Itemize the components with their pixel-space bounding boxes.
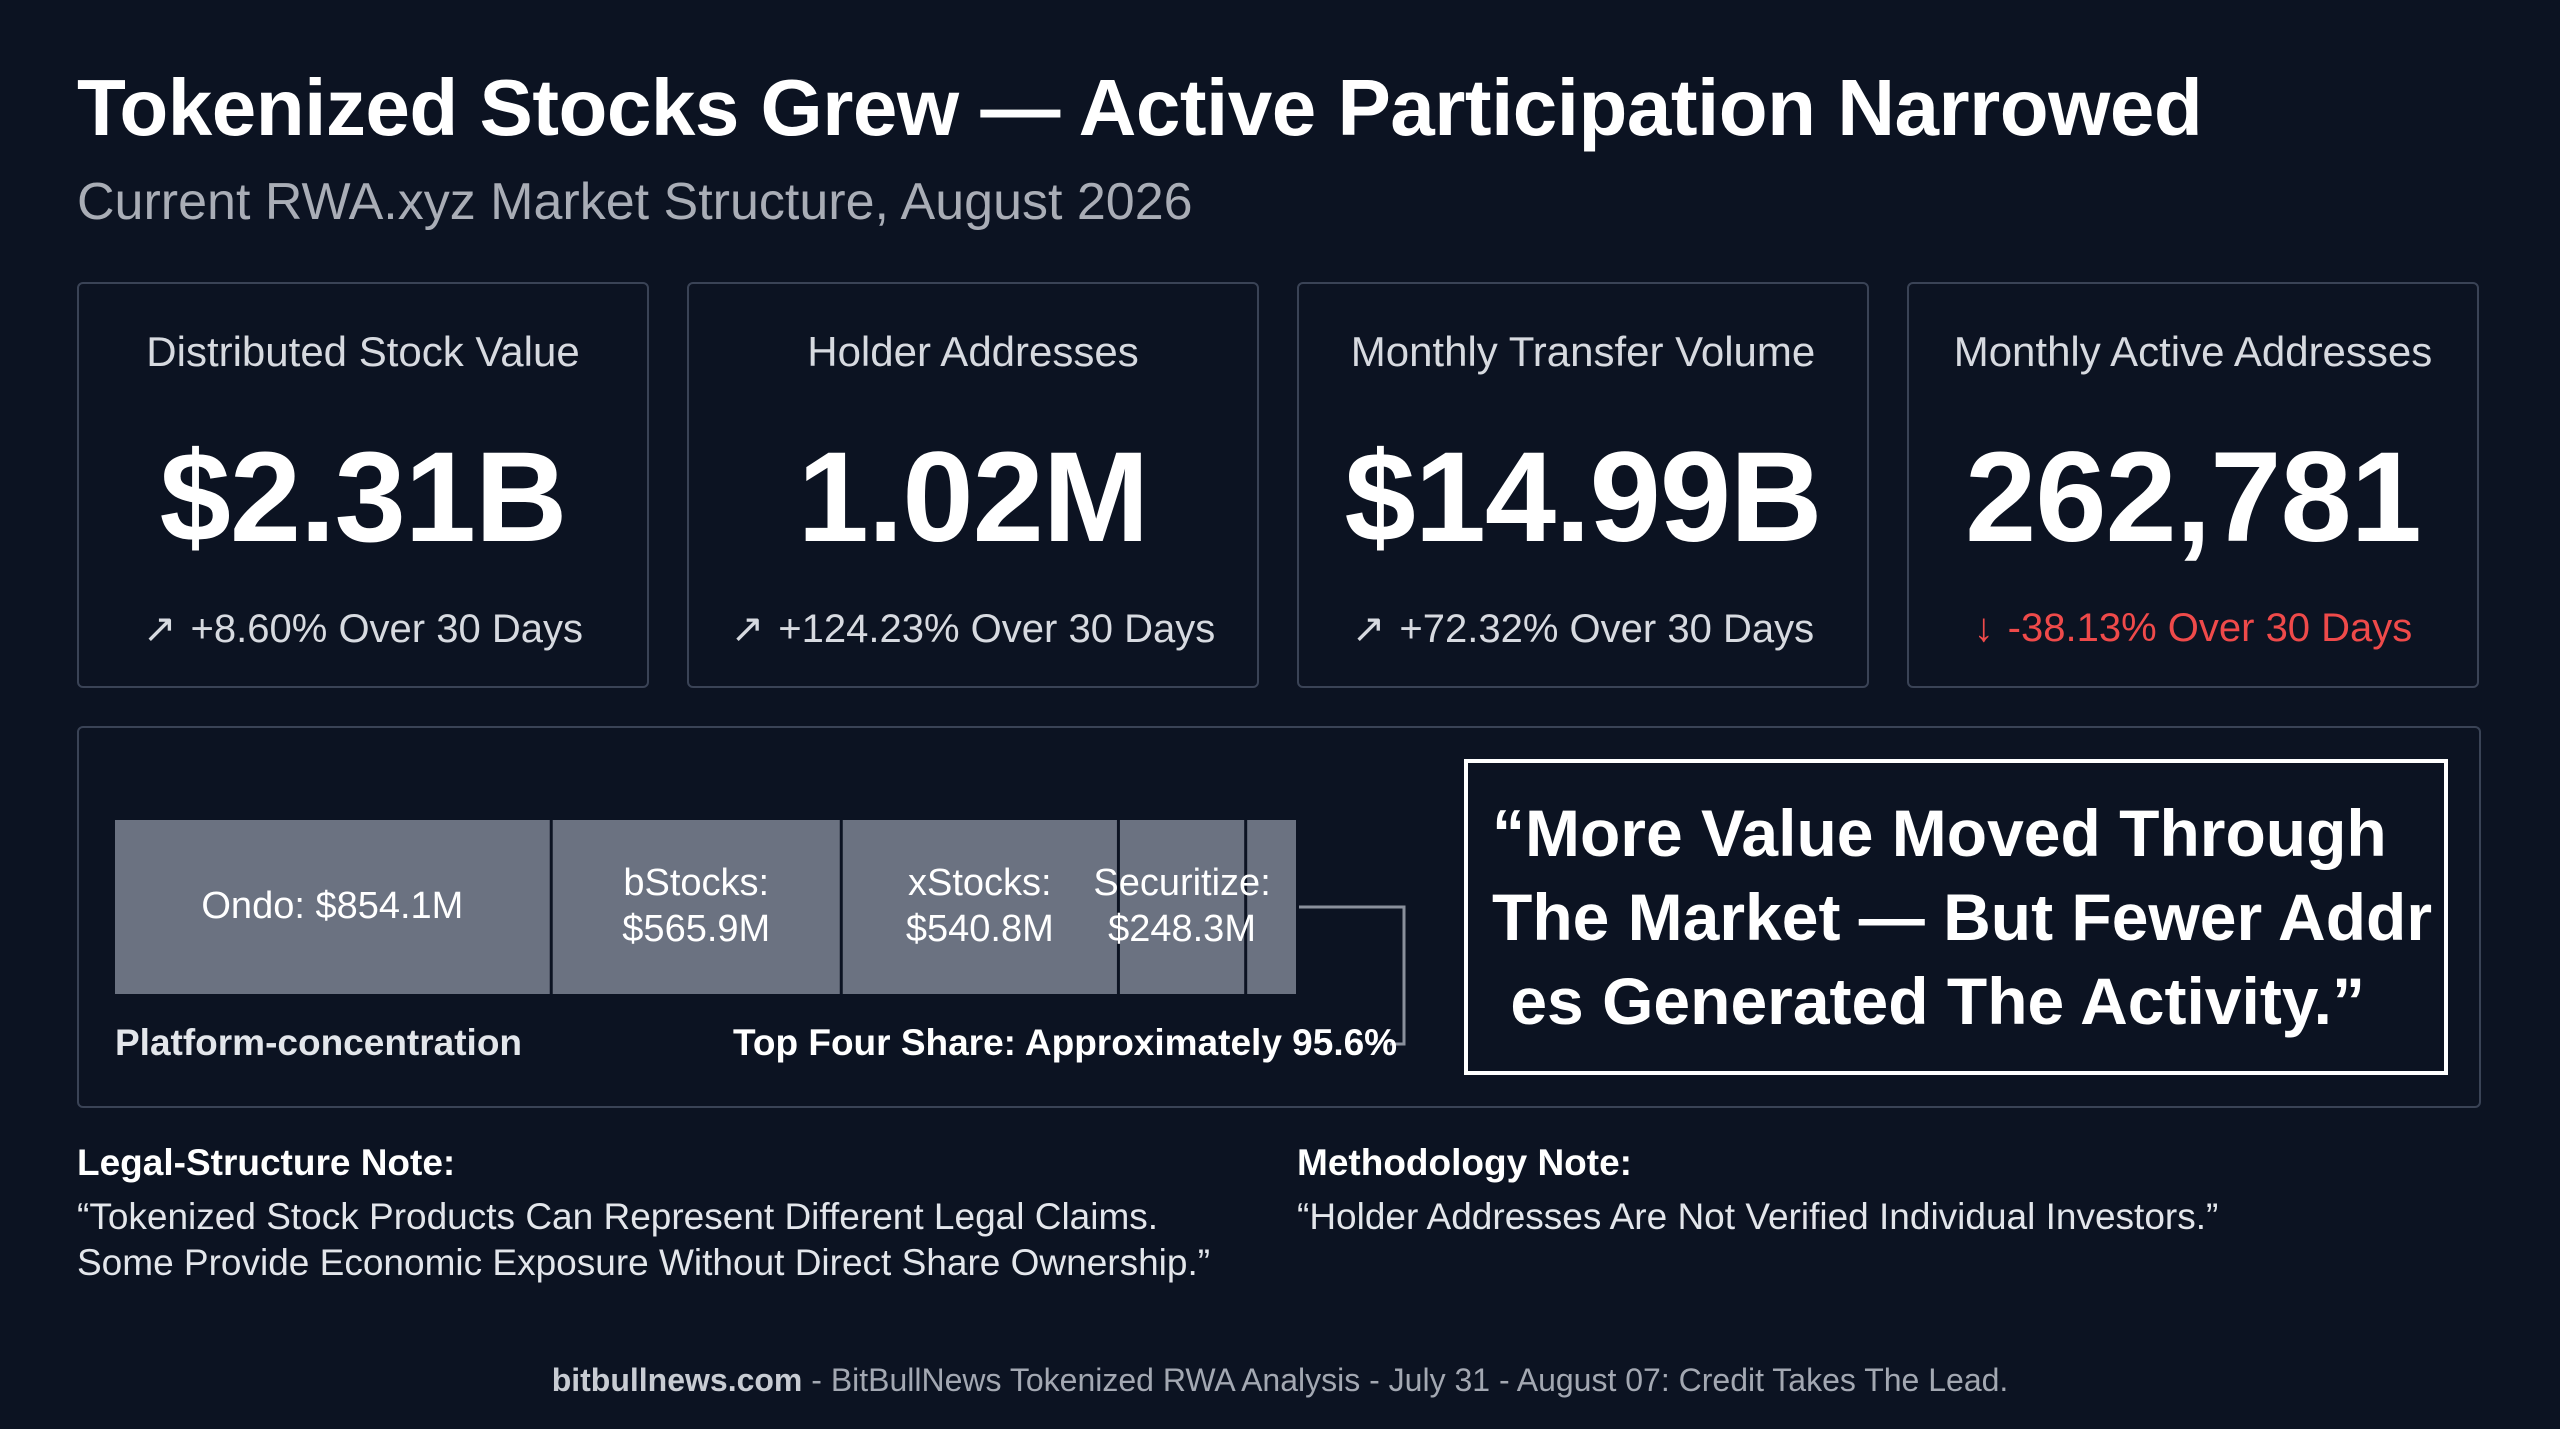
metric-change-text: +124.23% Over 30 Days (778, 607, 1216, 651)
concentration-panel (77, 726, 2481, 1108)
page-subtitle: Current RWA.xyz Market Structure, August… (77, 173, 1193, 231)
bar-segment-other (1247, 820, 1296, 994)
metric-change: ↗ +8.60% Over 30 Days (79, 606, 647, 652)
metric-card-holder-addresses: Holder Addresses 1.02M ↗ +124.23% Over 30… (687, 282, 1259, 688)
footer: bitbullnews.com - BitBullNews Tokenized … (0, 1362, 2560, 1399)
methodology-note-body: “Holder Addresses Are Not Verified Indiv… (1297, 1196, 2219, 1237)
quote-box: “More Value Moved Through The Market — B… (1464, 759, 2448, 1075)
segment-label-bstocks: bStocks: $565.9M (622, 862, 771, 950)
legal-note-body: “Tokenized Stock Products Can Represent … (77, 1196, 1211, 1283)
bracket-connector (1299, 905, 1406, 1046)
footer-text: - BitBullNews Tokenized RWA Analysis - J… (802, 1362, 2009, 1398)
trend-up-arrow-icon: ↗ (143, 607, 177, 651)
metric-label: Holder Addresses (807, 328, 1139, 375)
segment-label-securitize: Securitize: $248.3M (1093, 862, 1271, 950)
metric-card-monthly-transfer-volume: Monthly Transfer Volume $14.99B ↗ +72.32%… (1297, 282, 1869, 688)
metric-value: 1.02M (797, 426, 1150, 569)
bar-segment-xstocks (842, 820, 1117, 994)
bar-segment-ondo (115, 820, 550, 994)
metric-label: Distributed Stock Value (146, 328, 580, 375)
segment-label-xstocks: xStocks: $540.8M (905, 862, 1054, 950)
footer-site: bitbullnews.com (551, 1362, 803, 1398)
quote-text: “More Value Moved Through The Market — B… (1492, 796, 2433, 1038)
metric-change-text: -38.13% Over 30 Days (2007, 606, 2413, 650)
chart-caption-right: Top Four Share: Approximately 95.6% (733, 1022, 1398, 1063)
trend-up-arrow-icon: ↗ (1351, 607, 1386, 651)
chart-caption-left: Platform-concentration (115, 1022, 523, 1063)
metric-change-text: +8.60% Over 30 Days (190, 607, 583, 651)
metric-value: $14.99B (1344, 426, 1823, 569)
metric-label: Monthly Transfer Volume (1350, 328, 1816, 375)
metric-change: ↗ +124.23% Over 30 Days (689, 606, 1257, 652)
bar-segment-bstocks (552, 820, 840, 994)
page-title: Tokenized Stocks Grew — Active Participa… (77, 63, 2203, 152)
bar-segment-securitize (1119, 820, 1245, 994)
metric-value: $2.31B (159, 426, 568, 569)
metric-card-distributed-stock-value: Distributed Stock Value $2.31B ↗ +8.60% O… (77, 282, 649, 688)
legal-note-heading: Legal-Structure Note: (77, 1142, 456, 1183)
metric-value: 262,781 (1965, 426, 2422, 569)
metric-change: ↓ -38.13% Over 30 Days (1909, 606, 2477, 651)
down-arrow-icon: ↓ (1973, 606, 1994, 650)
metric-change: ↗ +72.32% Over 30 Days (1299, 606, 1867, 652)
metric-card-monthly-active-addresses: Monthly Active Addresses 262,781 ↓ -38.13… (1907, 282, 2479, 688)
methodology-note-heading: Methodology Note: (1297, 1142, 1633, 1183)
metric-change-text: +72.32% Over 30 Days (1399, 607, 1815, 651)
metric-label: Monthly Active Addresses (1953, 328, 2433, 375)
segment-label-ondo: Ondo: $854.1M (201, 885, 464, 928)
trend-up-arrow-icon: ↗ (730, 607, 765, 651)
